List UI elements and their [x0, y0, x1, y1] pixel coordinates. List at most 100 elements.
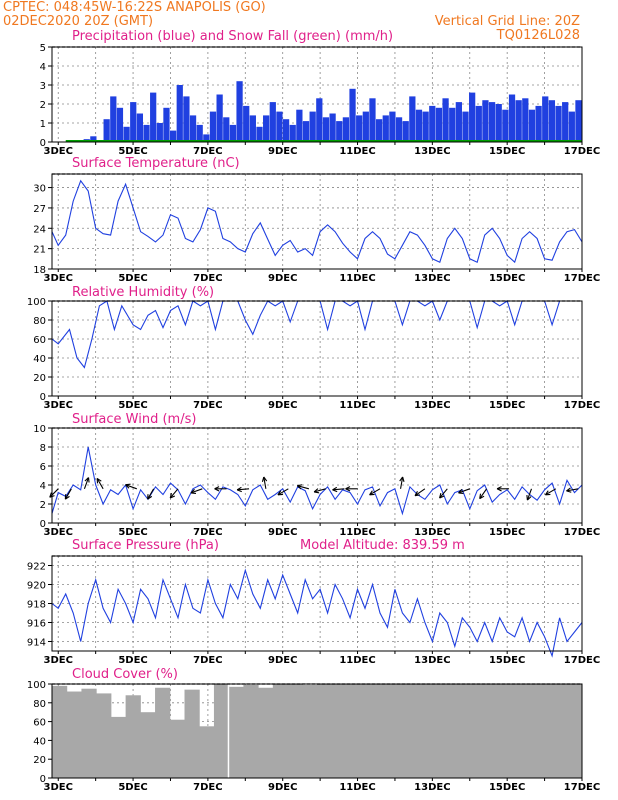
y-tick-label: 0	[40, 392, 46, 403]
wind-arrow-head	[479, 493, 482, 499]
y-tick-label: 40	[33, 354, 46, 365]
x-tick-label: 9DEC	[268, 273, 297, 284]
wind-arrow	[496, 486, 510, 492]
wind-arrow-head	[439, 495, 445, 499]
x-tick-label: 17DEC	[564, 527, 600, 538]
wind-arrow-head	[261, 476, 265, 482]
wind-arrow-head	[414, 491, 418, 496]
wind-arrow-head	[496, 486, 502, 490]
y-tick-label: 4	[40, 481, 46, 492]
y-tick-label: 916	[27, 619, 46, 630]
wind-arrow-shaft	[64, 488, 72, 500]
cloud-bar	[243, 684, 259, 778]
precip-bar	[289, 124, 296, 142]
wind-arrow-head	[214, 486, 220, 490]
precip-bar	[176, 85, 183, 142]
cloud-bar	[434, 684, 450, 778]
precip-bar	[336, 121, 343, 142]
precip-bar	[116, 107, 124, 142]
wind-arrow-head	[345, 486, 351, 490]
y-tick-label: 10	[33, 424, 46, 435]
wind-arrow-shaft	[458, 488, 470, 494]
precip-bar	[375, 119, 383, 142]
x-tick-label: 13DEC	[414, 273, 450, 284]
x-tick-label: 9DEC	[268, 782, 297, 793]
header-grid-note: Vertical Grid Line: 20Z	[435, 14, 580, 29]
panel-4: 914 916 918 920 922 3DEC 5DEC 7DEC 9DEC 11DEC 13DE…	[27, 555, 600, 666]
cloud-bar	[110, 716, 127, 778]
wind-arrow-head	[526, 495, 528, 501]
precip-bar	[482, 100, 489, 142]
wind-arrow-shaft	[83, 477, 90, 489]
wind-arrow-head	[125, 483, 131, 486]
x-tick-label: 11DEC	[339, 527, 375, 538]
cloud-bar	[508, 684, 524, 778]
precip-bar	[136, 113, 144, 142]
wind-arrow-head	[147, 495, 153, 500]
cloud-bar	[493, 684, 509, 778]
y-tick-label: 1	[40, 119, 46, 130]
y-tick-label: 40	[33, 736, 46, 747]
cloud-bar	[169, 719, 185, 778]
wind-arrow-head	[236, 489, 242, 493]
precip-bar	[90, 136, 97, 142]
title-temperature: Surface Temperature (nC)	[72, 156, 240, 171]
y-tick-label: 60	[33, 718, 46, 729]
y-tick-label: 100	[27, 297, 46, 308]
precip-bar	[316, 98, 323, 142]
cloud-bar	[81, 688, 97, 778]
precip-bar	[163, 107, 170, 142]
x-tick-label: 17DEC	[564, 146, 600, 157]
wind-arrow-shaft	[49, 488, 59, 498]
wind-arrow-shaft	[125, 484, 137, 490]
wind-arrow	[439, 488, 448, 499]
precip-bar	[562, 102, 569, 142]
wind-arrow	[313, 488, 326, 494]
cloud-bar	[302, 684, 318, 778]
wind-arrow	[96, 477, 104, 490]
x-tick-label: 15DEC	[489, 527, 525, 538]
precip-bar	[422, 111, 429, 142]
wind-arrow-head	[458, 488, 463, 494]
wind-arrow-head	[332, 486, 338, 491]
title-wind: Surface Wind (m/s)	[72, 412, 196, 427]
panel-frame	[51, 300, 583, 397]
cloud-bar	[331, 684, 347, 778]
cloud-bar	[361, 684, 377, 778]
wind-arrow	[544, 488, 557, 496]
precip-bar	[296, 109, 303, 142]
wind-arrow-head	[65, 495, 70, 500]
wind-arrow-head	[190, 488, 195, 494]
cloud-bar	[552, 684, 568, 778]
wind-arrow	[147, 488, 155, 500]
wind-arrow	[261, 476, 268, 489]
precip-bar	[256, 126, 263, 142]
x-tick-label: 13DEC	[414, 146, 450, 157]
header-datetime: 02DEC2020 20Z (GMT)	[3, 14, 153, 29]
wind-arrow-shaft	[297, 485, 310, 490]
wind-arrow	[214, 486, 227, 492]
precip-bar	[189, 115, 197, 142]
wind-arrow-head	[313, 488, 319, 493]
x-tick-label: 13DEC	[414, 655, 450, 666]
y-tick-label: 6	[40, 462, 46, 473]
wind-arrow-head	[496, 488, 502, 492]
wind-arrow	[190, 488, 203, 494]
precip-bar	[276, 111, 283, 142]
wind-arrow-head	[169, 493, 173, 499]
panel-3: 0 2 4 6 8 10 3DEC 5DEC 7DEC 9DEC 11DEC 13DEC 15DEC 17…	[33, 424, 600, 538]
cloud-bar	[125, 695, 141, 778]
wind-arrow	[125, 483, 137, 490]
x-tick-label: 15DEC	[489, 146, 525, 157]
cloud-bar	[523, 684, 539, 778]
wind-arrow-head	[566, 487, 571, 492]
precip-bar	[249, 115, 256, 142]
wind-arrow-head	[125, 484, 130, 489]
precip-bar	[495, 104, 502, 142]
precip-bar	[229, 124, 237, 142]
cloud-bar	[478, 684, 495, 778]
cloud-bar	[537, 684, 554, 778]
precip-bar	[196, 124, 203, 142]
wind-arrow-head	[84, 477, 89, 482]
wind-arrow-head	[87, 477, 90, 483]
